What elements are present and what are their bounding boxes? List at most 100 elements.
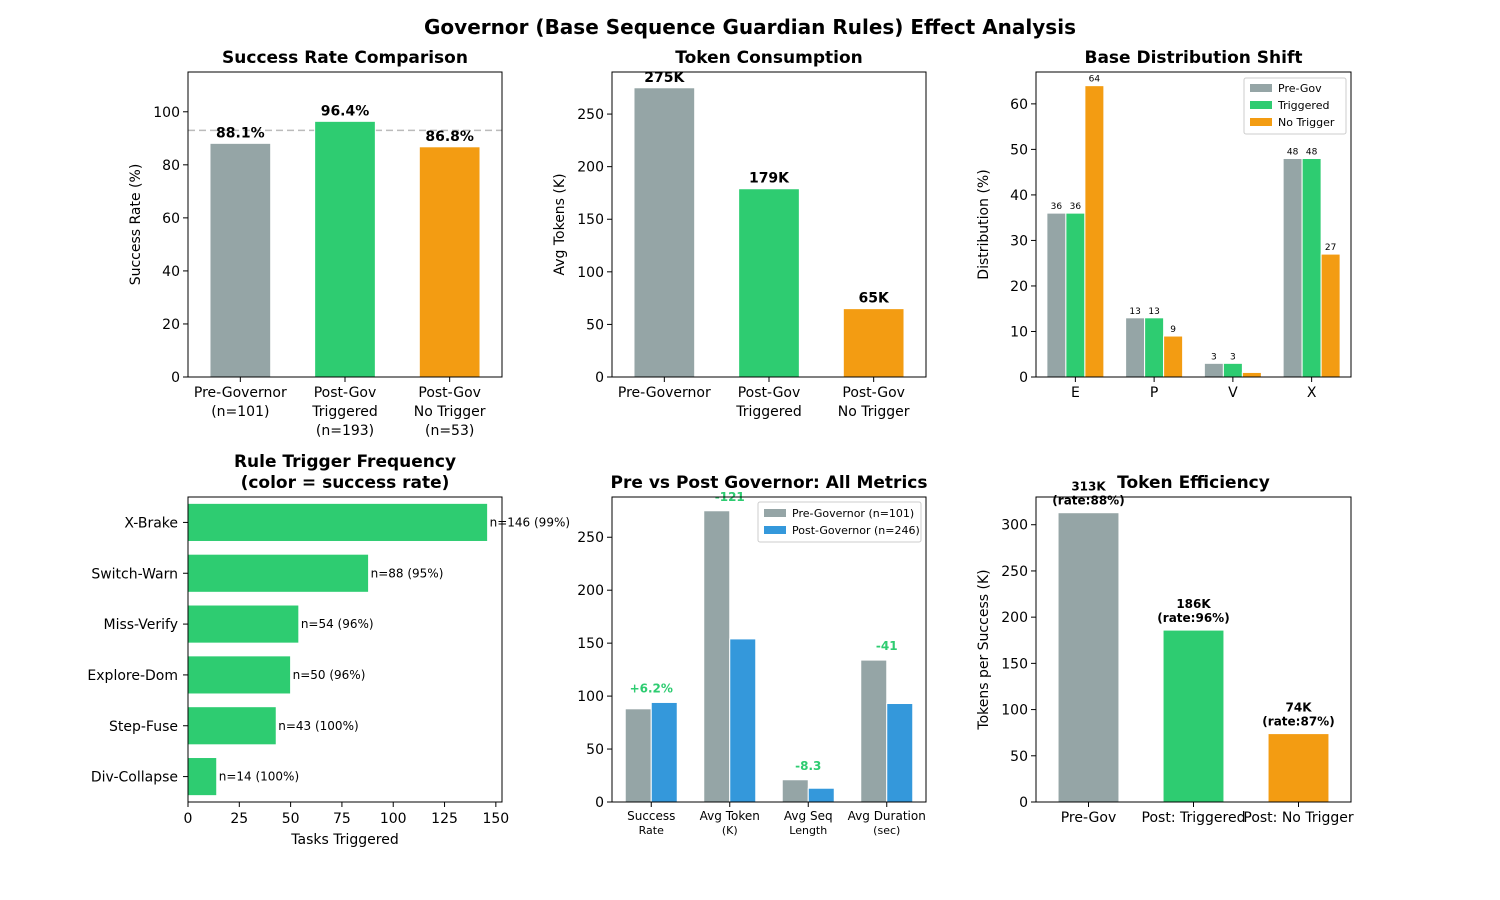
chart-title: Rule Trigger Frequency	[234, 452, 456, 472]
delta-label: -41	[876, 639, 898, 653]
x-tick-label: No Trigger	[414, 404, 486, 420]
bar	[703, 510, 731, 803]
y-tick-label: 200	[577, 160, 604, 176]
bar-value-label: n=50 (96%)	[293, 668, 366, 682]
x-tick-label: P	[1150, 385, 1158, 401]
y-tick-label: 250	[1001, 564, 1028, 580]
y-tick-label: 40	[162, 264, 180, 280]
x-axis-label: Tasks Triggered	[290, 832, 398, 848]
bar	[1125, 317, 1146, 378]
chart-title: Pre vs Post Governor: All Metrics	[611, 473, 928, 493]
axes-frame	[187, 496, 503, 803]
x-tick-label: Pre-Governor	[618, 385, 711, 401]
y-tick-label: 200	[577, 583, 604, 599]
y-tick-label: X-Brake	[124, 515, 178, 531]
bar-value-label: 65K	[858, 291, 889, 307]
y-tick-label: 60	[1010, 97, 1028, 113]
legend-swatch	[1250, 84, 1272, 92]
y-axis-label: Distribution (%)	[976, 169, 992, 279]
bar	[1267, 733, 1330, 803]
legend-label: Post-Governor (n=246)	[792, 524, 920, 537]
x-tick-label: E	[1071, 385, 1080, 401]
y-tick-label: 0	[1019, 370, 1028, 386]
bar	[738, 188, 800, 378]
delta-label: +6.2%	[630, 681, 673, 695]
bar	[650, 701, 678, 803]
bar	[1057, 512, 1120, 803]
x-tick-label: Avg Duration	[848, 809, 926, 823]
token-consumption-chart: 0 50 100 150 200 250 Avg Tokens (K) 275K 179K 65K…	[552, 48, 927, 420]
bar-value-label: 96.4%	[321, 103, 370, 119]
bar	[1065, 212, 1086, 378]
figure-title: Governor (Base Sequence Guardian Rules) …	[424, 15, 1076, 39]
legend-label: No Trigger	[1278, 116, 1335, 129]
y-tick-label: Explore-Dom	[87, 668, 178, 684]
bar	[314, 120, 376, 378]
bar	[624, 708, 652, 803]
delta-label: -8.3	[795, 759, 821, 773]
bar-value-label: 36	[1070, 202, 1082, 212]
x-tick-label: Post: Triggered	[1142, 810, 1246, 826]
bar-value-label: 13	[1148, 307, 1159, 317]
legend-swatch	[764, 509, 786, 517]
x-tick-label: Pre-Gov	[1061, 810, 1117, 826]
bar-value-label: 36	[1051, 202, 1063, 212]
y-tick-label: Step-Fuse	[109, 719, 178, 735]
x-tick-label: No Trigger	[838, 404, 910, 420]
legend-label: Pre-Governor (n=101)	[792, 507, 914, 520]
y-tick-label: 80	[162, 158, 180, 174]
x-tick-label: (n=193)	[316, 423, 374, 439]
bar	[187, 655, 292, 695]
bar-rate-label: (rate:87%)	[1262, 715, 1334, 729]
bar-value-label: n=43 (100%)	[278, 719, 358, 733]
bar-value-label: 86.8%	[425, 129, 474, 145]
x-tick-label: 100	[380, 811, 407, 827]
chart-title: Token Efficiency	[1117, 473, 1270, 493]
legend: Pre-Gov Triggered No Trigger	[1243, 77, 1347, 135]
bar-value-label: 313K	[1071, 480, 1106, 494]
legend-swatch	[1250, 101, 1272, 109]
x-tick-label: (K)	[722, 824, 738, 837]
bar-value-label: 13	[1129, 307, 1140, 317]
y-tick-label: 50	[1010, 142, 1028, 158]
y-tick-label: 100	[577, 689, 604, 705]
bar-value-label: n=54 (96%)	[301, 617, 374, 631]
x-tick-label: (sec)	[873, 824, 900, 837]
y-tick-label: 50	[586, 742, 604, 758]
y-tick-label: 100	[577, 265, 604, 281]
y-tick-label: 0	[171, 370, 180, 386]
y-tick-label: 40	[1010, 188, 1028, 204]
x-tick-label: 125	[431, 811, 458, 827]
base-distribution-chart: 0 10 20 30 40 50 60 Distribution (%) 36 13 3 48 36 13…	[976, 48, 1352, 401]
axes-frame	[611, 496, 927, 803]
y-tick-label: Miss-Verify	[103, 617, 178, 633]
bar-rate-label: (rate:96%)	[1157, 611, 1229, 625]
bar-value-label: 3	[1230, 352, 1236, 362]
x-tick-label: Length	[789, 824, 827, 837]
bar-value-label: 3	[1211, 352, 1217, 362]
x-tick-label: (n=101)	[211, 404, 269, 420]
legend-box	[757, 501, 922, 543]
x-tick-label: (n=53)	[425, 423, 474, 439]
y-tick-label: Switch-Warn	[91, 566, 178, 582]
x-tick-label: 0	[184, 811, 193, 827]
y-tick-label: 200	[1001, 610, 1028, 626]
x-tick-label: Post-Gov	[738, 385, 801, 401]
success-rate-chart: 0 20 40 60 80 100 Success Rate (%) 88.1% 96.4% 86…	[128, 48, 503, 439]
legend: Pre-Governor (n=101) Post-Governor (n=246…	[757, 501, 922, 543]
axes-frame	[1035, 71, 1352, 378]
x-tick-label: Post-Gov	[842, 385, 905, 401]
bar-value-label: 9	[1170, 325, 1176, 335]
y-tick-label: 100	[153, 105, 180, 121]
bar-value-label: 186K	[1176, 597, 1211, 611]
bar	[1241, 371, 1262, 378]
x-tick-label: Avg Seq	[784, 809, 833, 823]
chart-title: Token Consumption	[675, 48, 863, 68]
bar	[729, 638, 757, 803]
bar-value-label: 88.1%	[216, 125, 265, 141]
x-tick-label: Avg Token	[700, 809, 760, 823]
bar	[886, 703, 914, 803]
y-tick-label: 0	[595, 370, 604, 386]
bar-value-label: 74K	[1286, 701, 1313, 715]
